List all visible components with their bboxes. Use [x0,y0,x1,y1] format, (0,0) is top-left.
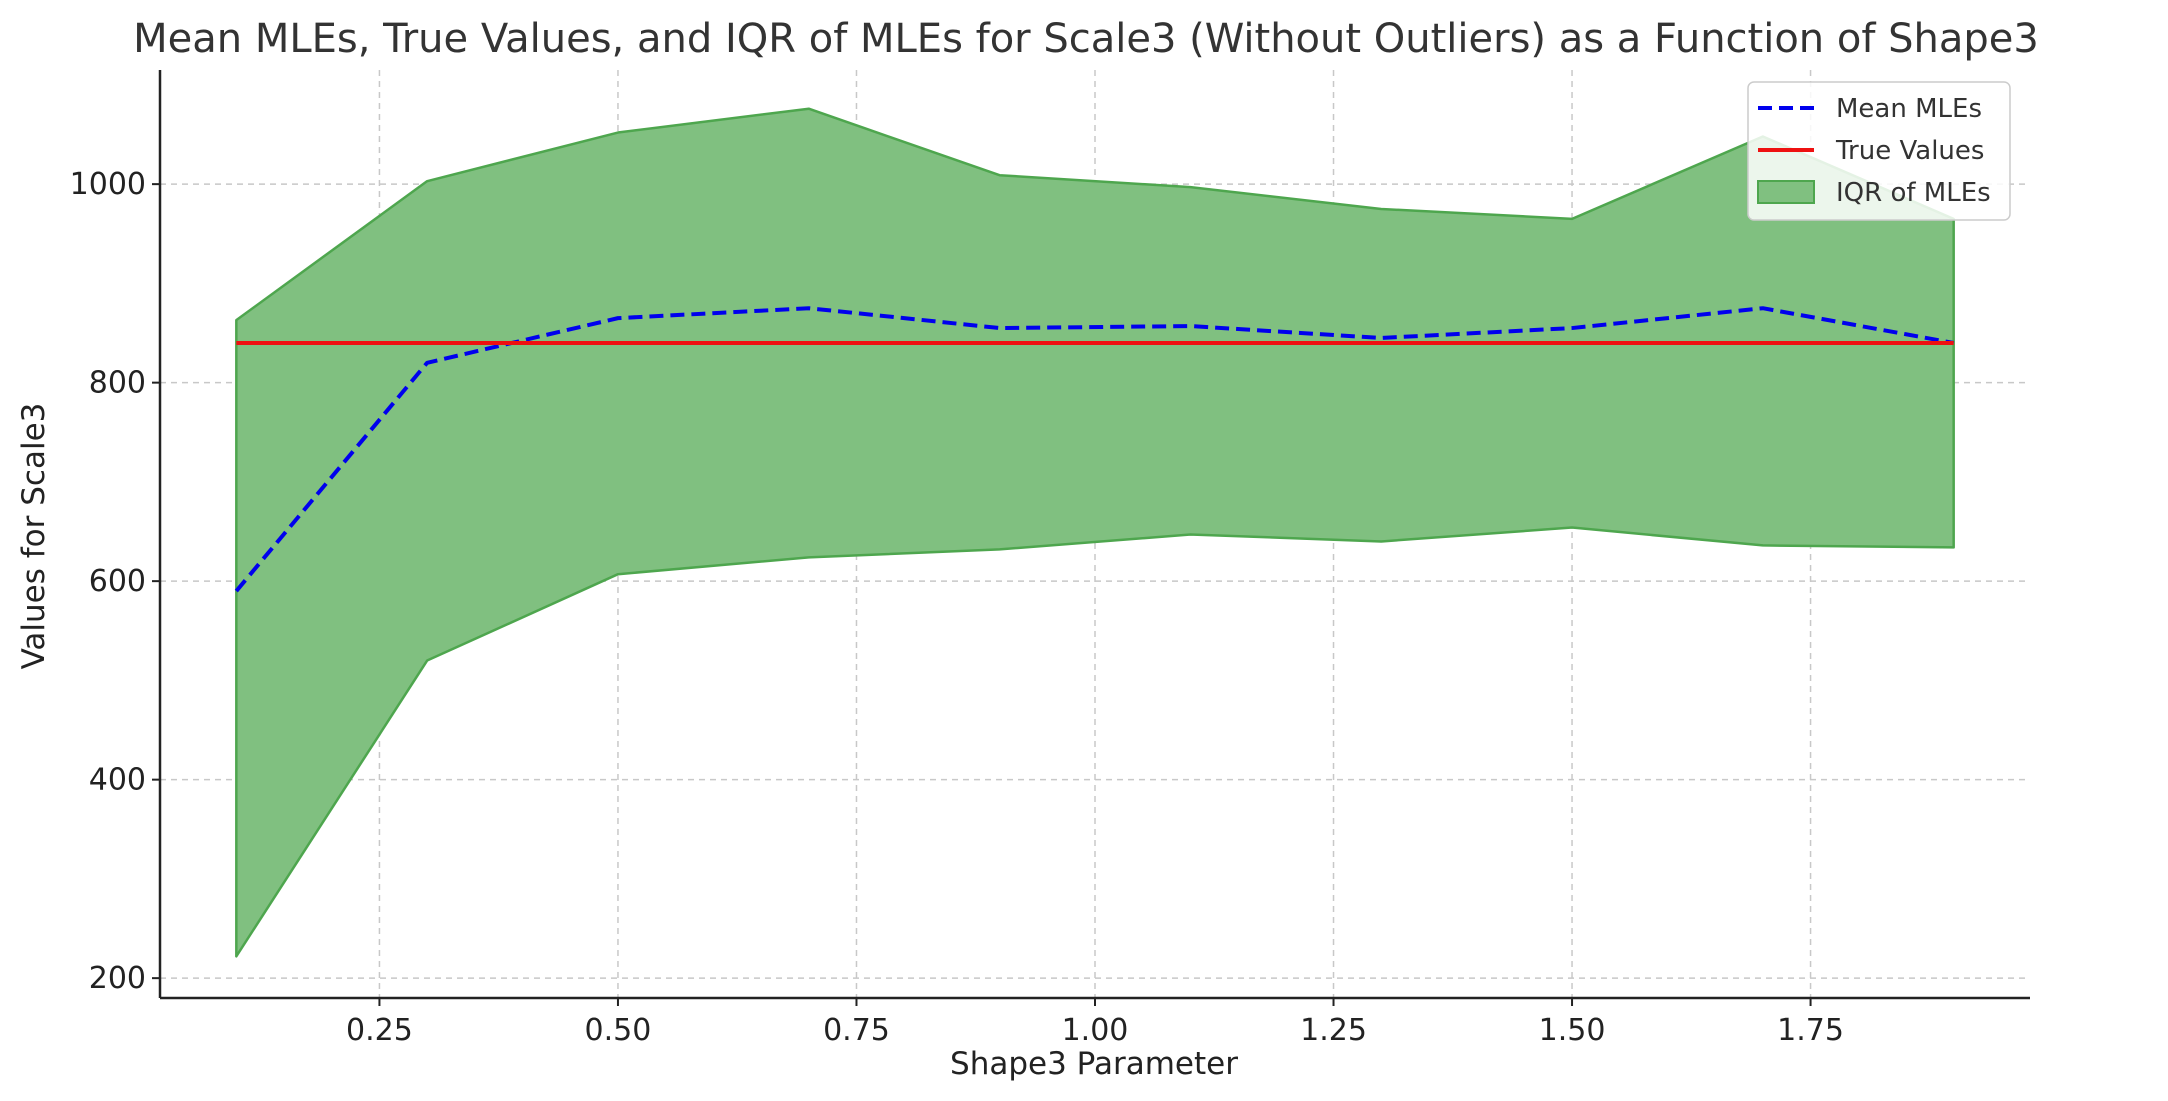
x-axis-label: Shape3 Parameter [950,1046,1238,1082]
x-tick-label: 1.25 [1300,1013,1367,1048]
iqr-band-layer [235,107,1955,958]
x-tick-label: 1.75 [1777,1013,1844,1048]
iqr-band [235,107,1955,958]
chart-title: Mean MLEs, True Values, and IQR of MLEs … [133,16,2039,62]
legend-label: Mean MLEs [1836,94,1982,124]
tick-labels: 0.25 0.50 0.75 1.00 1.25 1.50 1.75 200 400 600 800… [70,167,1844,1048]
x-tick-label: 1.00 [1062,1013,1129,1048]
x-tick-label: 0.50 [585,1013,652,1048]
y-tick-label: 1000 [70,167,146,202]
y-tick-label: 400 [89,763,146,798]
mean-mles-line [234,306,1955,593]
y-tick-label: 600 [89,564,146,599]
legend-label: True Values [1835,136,1984,166]
y-tick-label: 200 [89,961,146,996]
series-layer [234,306,1955,593]
x-tick-label: 1.50 [1539,1013,1606,1048]
legend-label: IQR of MLEs [1836,178,1991,208]
x-tick-label: 0.75 [823,1013,890,1048]
legend: Mean MLEs True Values IQR of MLEs [1747,81,2011,221]
y-tick-label: 800 [89,366,146,401]
y-axis-label: Values for Scale3 [16,403,52,670]
x-tick-label: 0.25 [346,1013,413,1048]
legend-swatch-iqr-of-mles [1757,180,1815,204]
